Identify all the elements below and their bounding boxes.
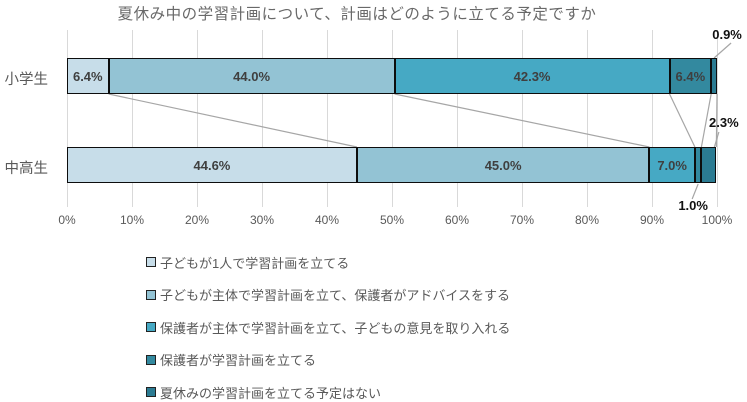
legend-swatch: [146, 257, 156, 268]
x-axis-tick-label: 70%: [509, 213, 535, 227]
x-axis-tick-label: 90%: [639, 213, 665, 227]
gridline: [392, 30, 393, 207]
x-axis-tick-label: 30%: [249, 213, 275, 227]
x-axis-tick-label: 100%: [701, 213, 733, 227]
callout-label: 0.9%: [712, 27, 742, 42]
x-axis-tick-label: 20%: [184, 213, 210, 227]
category-label: 中高生: [4, 161, 49, 177]
gridline: [652, 30, 653, 207]
category-label: 小学生: [4, 72, 49, 88]
legend-swatch: [146, 354, 156, 365]
series-connector-line: [108, 93, 358, 148]
x-axis-tick-label: 50%: [379, 213, 405, 227]
legend-label: 保護者が主体で学習計画を立て、子どもの意見を取り入れる: [160, 320, 511, 336]
legend-label: 保護者が学習計画を立てる: [160, 353, 317, 369]
legend-item: 夏休みの学習計画を立てる予定はない: [146, 376, 510, 402]
legend: 子どもが1人で学習計画を立てる子どもが主体で学習計画を立て、保護者がアドバイスを…: [146, 246, 510, 402]
x-axis-tick-label: 10%: [119, 213, 145, 227]
callout-label: 1.0%: [678, 198, 708, 213]
legend-swatch: [146, 322, 156, 333]
x-axis-tick-label: 80%: [574, 213, 600, 227]
bar-segment: [394, 58, 670, 94]
bar-segment: [108, 58, 395, 94]
legend-item: 子どもが主体で学習計画を立て、保護者がアドバイスをする: [146, 279, 510, 312]
x-axis-tick-label: 0%: [58, 213, 76, 227]
legend-label: 子どもが1人で学習計画を立てる: [160, 255, 350, 271]
series-connector-line: [691, 183, 699, 200]
legend-swatch: [146, 387, 156, 398]
bar-segment: [67, 58, 109, 94]
legend-item: 子どもが1人で学習計画を立てる: [146, 246, 510, 279]
bar-segment: [669, 58, 712, 94]
x-axis-tick-label: 40%: [314, 213, 340, 227]
legend-item: 保護者が主体で学習計画を立て、子どもの意見を取り入れる: [146, 311, 510, 344]
legend-label: 夏休みの学習計画を立てる予定はない: [160, 385, 382, 401]
bar-segment: [701, 147, 717, 183]
bar-segment: [694, 147, 702, 183]
legend-item: 保護者が学習計画を立てる: [146, 344, 510, 377]
gridline: [67, 30, 68, 207]
bar-segment: [67, 147, 357, 183]
x-axis-tick-label: 60%: [444, 213, 470, 227]
bar-segment: [711, 58, 717, 94]
legend-swatch: [146, 289, 156, 300]
series-connector-line: [669, 93, 696, 148]
chart-title: 夏休み中の学習計画について、計画はどのように立てる予定ですか: [117, 6, 597, 23]
legend-label: 子どもが主体で学習計画を立て、保護者がアドバイスをする: [160, 288, 510, 304]
bar-segment: [649, 147, 695, 183]
bar-segment: [356, 147, 650, 183]
callout-label: 2.3%: [709, 115, 739, 130]
